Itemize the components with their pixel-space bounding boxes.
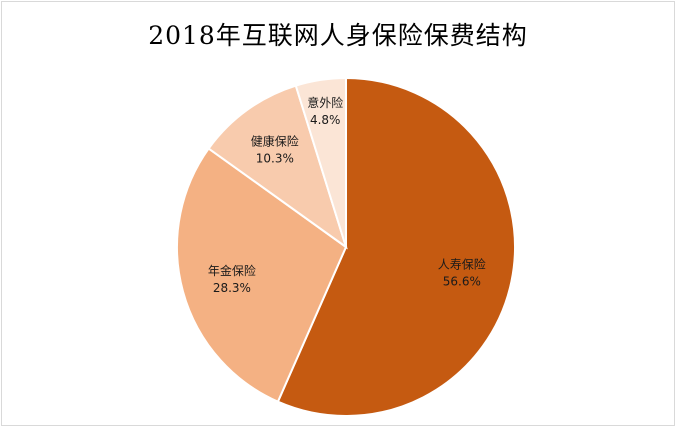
slice-label-health: 健康保险	[251, 133, 299, 148]
pie-slices	[176, 76, 516, 417]
slice-value-life: 56.6%	[443, 274, 481, 288]
chart-title: 2018年互联网人身保险保费结构	[148, 21, 528, 50]
slice-value-accident: 4.8%	[310, 113, 341, 127]
slice-label-life: 人寿保险	[438, 256, 486, 271]
pie-slice-accident	[294, 76, 347, 248]
pie-labels: 人寿保险 56.6% 年金保险 28.3% 健康保险 10.3% 意外险 4.8%	[208, 95, 486, 295]
slice-label-annuity: 年金保险	[208, 263, 256, 278]
pie-slice-health	[207, 84, 348, 250]
pie-slice-annuity	[176, 147, 348, 403]
pie-slice-life	[276, 76, 516, 417]
slice-value-health: 10.3%	[256, 151, 294, 165]
slice-value-annuity: 28.3%	[213, 281, 251, 295]
slice-label-accident: 意外险	[307, 95, 343, 110]
